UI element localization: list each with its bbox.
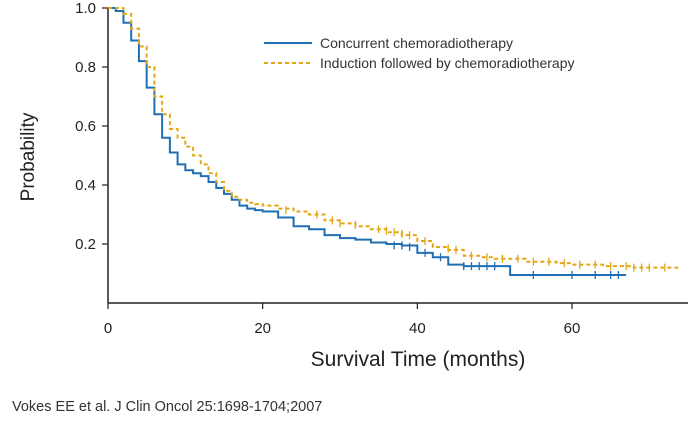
series-line-concurrent xyxy=(108,7,627,276)
x-tick-label: 20 xyxy=(254,320,271,337)
x-tick-label: 60 xyxy=(564,320,581,337)
y-tick-label: 0.2 xyxy=(75,236,96,253)
y-axis-title: Probability xyxy=(18,112,39,201)
y-tick-label: 0.4 xyxy=(75,177,96,194)
y-tick-label: 0.8 xyxy=(75,59,96,76)
x-axis-title: Survival Time (months) xyxy=(311,348,526,371)
legend: Concurrent chemoradiotherapy Induction f… xyxy=(264,35,575,71)
y-tick-label: 0.6 xyxy=(75,118,96,135)
series-layer xyxy=(108,7,681,279)
legend-label-induction: Induction followed by chemoradiotherapy xyxy=(320,55,575,71)
survival-chart: 0 20 40 60 0.2 0.4 0.6 0.8 1.0 Probability Survi… xyxy=(18,0,688,371)
x-tick-label: 0 xyxy=(104,320,112,337)
axes xyxy=(107,8,688,304)
x-tick-label: 40 xyxy=(409,320,426,337)
y-tick-label: 1.0 xyxy=(75,0,96,17)
citation-text: Vokes EE et al. J Clin Oncol 25:1698-170… xyxy=(12,399,323,415)
legend-label-concurrent: Concurrent chemoradiotherapy xyxy=(320,35,513,51)
ticks-layer: 0 20 40 60 0.2 0.4 0.6 0.8 1.0 xyxy=(75,0,580,337)
